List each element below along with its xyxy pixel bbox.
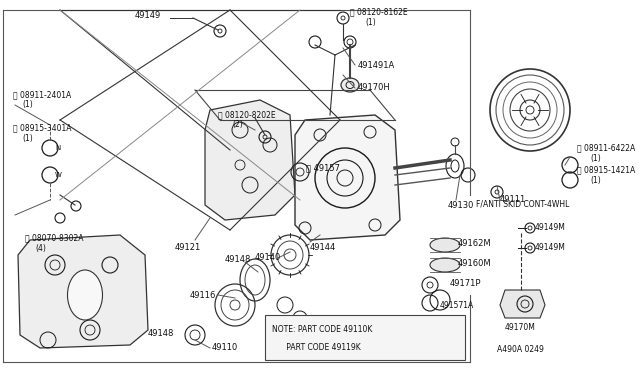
- Ellipse shape: [430, 238, 460, 252]
- Text: Ⓝ 08911-6422A: Ⓝ 08911-6422A: [577, 144, 636, 153]
- Text: Ⓦ 08915-3401A: Ⓦ 08915-3401A: [13, 124, 72, 132]
- Text: (1): (1): [22, 100, 33, 109]
- Text: 49171P: 49171P: [450, 279, 481, 288]
- Ellipse shape: [341, 78, 359, 92]
- Text: Ⓑ 08120-8202E: Ⓑ 08120-8202E: [218, 110, 276, 119]
- Text: 49111: 49111: [500, 196, 526, 205]
- Text: 49170H: 49170H: [358, 83, 391, 93]
- Text: 49162M: 49162M: [458, 238, 492, 247]
- Ellipse shape: [67, 270, 102, 320]
- Ellipse shape: [430, 258, 460, 272]
- Text: 49121: 49121: [175, 244, 201, 253]
- Text: (4): (4): [35, 244, 46, 253]
- Text: 49140: 49140: [255, 253, 281, 263]
- Text: 49144: 49144: [310, 243, 336, 251]
- Text: 491571A: 491571A: [440, 301, 474, 310]
- Text: (2): (2): [232, 121, 243, 129]
- Text: PART CODE 49119K: PART CODE 49119K: [272, 343, 361, 353]
- Bar: [472, 195, 634, 340]
- Text: (1): (1): [590, 154, 601, 163]
- Text: Ⓑ 08070-8302A: Ⓑ 08070-8302A: [25, 234, 83, 243]
- Text: A490A 0249: A490A 0249: [497, 346, 543, 355]
- Text: (1): (1): [590, 176, 601, 185]
- Text: Ⓦ 08915-1421A: Ⓦ 08915-1421A: [577, 166, 636, 174]
- Text: Ⓑ 08120-8162E: Ⓑ 08120-8162E: [350, 7, 408, 16]
- Text: 49130: 49130: [448, 201, 474, 209]
- Polygon shape: [295, 115, 400, 240]
- Text: 49170M: 49170M: [505, 324, 536, 333]
- Text: ⓐ 49157: ⓐ 49157: [306, 164, 340, 173]
- Text: 491491A: 491491A: [358, 61, 396, 70]
- Text: 49116: 49116: [190, 291, 216, 299]
- Text: 49148: 49148: [225, 256, 252, 264]
- Text: 49110: 49110: [212, 343, 238, 353]
- Bar: [265, 315, 465, 360]
- Text: 49149: 49149: [135, 10, 161, 19]
- Text: 49148: 49148: [148, 328, 174, 337]
- Text: (1): (1): [22, 134, 33, 142]
- Text: 49149M: 49149M: [535, 244, 566, 253]
- Text: Ⓝ 08911-2401A: Ⓝ 08911-2401A: [13, 90, 71, 99]
- Polygon shape: [500, 290, 545, 318]
- Text: 49149M: 49149M: [535, 224, 566, 232]
- Text: W: W: [54, 172, 61, 178]
- Text: F/ANTI SKID CONT-4WHL: F/ANTI SKID CONT-4WHL: [476, 199, 570, 208]
- Text: N: N: [56, 145, 61, 151]
- Polygon shape: [18, 235, 148, 348]
- Text: (1): (1): [365, 19, 376, 28]
- Polygon shape: [205, 100, 295, 220]
- Text: 49160M: 49160M: [458, 259, 492, 267]
- Text: NOTE: PART CODE 49110K: NOTE: PART CODE 49110K: [272, 326, 372, 334]
